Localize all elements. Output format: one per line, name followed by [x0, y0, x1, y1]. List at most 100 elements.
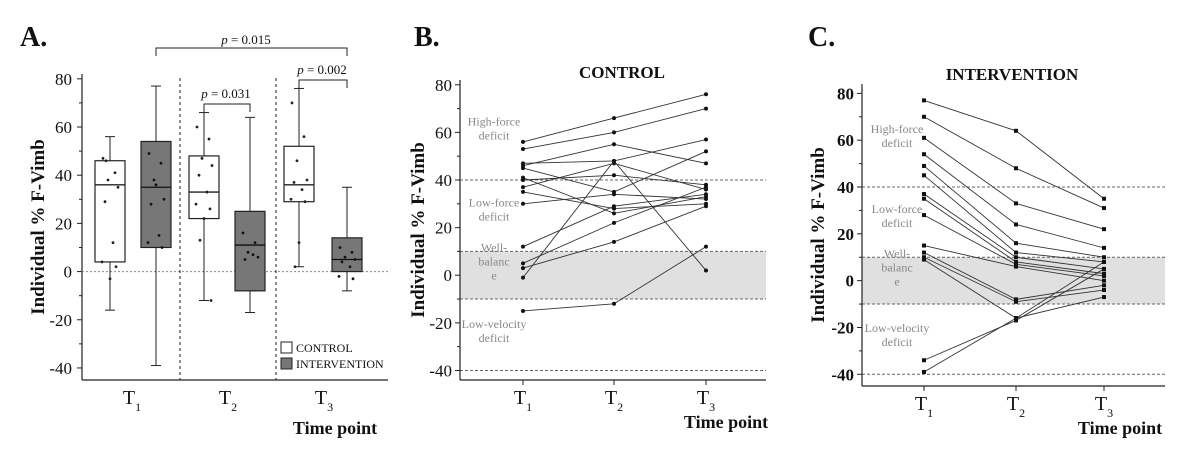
subject-point [922, 114, 926, 119]
subject-point [922, 243, 926, 248]
x-tick-label-b: T1 [514, 387, 532, 414]
subject-point [521, 201, 525, 206]
x-tick-label-b: T3 [697, 387, 715, 414]
box-point [290, 101, 294, 105]
subject-point [612, 192, 616, 197]
zone-label: High-force deficit [468, 114, 521, 142]
legend-label: CONTROL [296, 341, 353, 355]
box-point [295, 159, 299, 163]
subject-point [704, 197, 708, 202]
box-body [283, 145, 315, 203]
subject-point [1014, 259, 1018, 264]
subject-point [1014, 264, 1018, 269]
y-tick-label-a: 40 [55, 166, 72, 185]
subject-point [521, 266, 525, 271]
well-balanced-band [862, 257, 1165, 305]
box-point [256, 255, 260, 259]
subject-point [1014, 262, 1018, 267]
subject-point [612, 220, 616, 225]
subject-point [922, 98, 926, 103]
box-body [188, 155, 220, 220]
subject-point [521, 261, 525, 266]
x-tick-label-c: T3 [1095, 393, 1113, 420]
box-point [337, 274, 341, 278]
subject-point [922, 213, 926, 218]
box-body [140, 140, 172, 249]
subject-point [922, 192, 926, 197]
legend-label: INTERVENTION [296, 357, 384, 371]
y-tick-label-b: 40 [435, 171, 452, 190]
y-axis-title-c: Individual % F-Vimb [808, 147, 829, 323]
subject-point [1102, 283, 1106, 288]
subject-point [521, 189, 525, 194]
box-point [343, 255, 347, 259]
y-tick-label-c: -20 [831, 318, 854, 337]
box-point [157, 234, 161, 237]
subject-point [704, 161, 708, 166]
y-tick-label-b: 0 [444, 266, 453, 285]
subject-point [922, 173, 926, 178]
panel-label-c: C. [808, 22, 835, 53]
zone-label: Low-force deficit [469, 195, 520, 223]
chart-title-c: INTERVENTION [946, 65, 1079, 84]
box-point [340, 260, 344, 264]
subject-line [522, 193, 707, 248]
subject-point [1014, 201, 1018, 206]
subject-point [612, 116, 616, 121]
y-tick-label-a: 20 [55, 214, 72, 233]
y-tick-label-c: 80 [837, 84, 854, 103]
box-point [197, 173, 201, 177]
subject-point [704, 192, 708, 197]
subject-point [521, 178, 525, 182]
significance-label: p = 0.002 [296, 62, 347, 77]
box-point [208, 207, 212, 211]
chart-title-b: CONTROL [579, 63, 665, 82]
significance-label: p = 0.015 [220, 32, 271, 47]
subject-point [1014, 250, 1018, 255]
subject-point [521, 308, 525, 313]
subject-point [612, 204, 616, 209]
subject-point [704, 185, 708, 190]
x-tick-label-a: T2 [219, 387, 237, 414]
box-point [146, 241, 150, 245]
box-point [348, 265, 352, 269]
box-body [94, 160, 126, 263]
x-tick-label-b: T2 [605, 387, 623, 414]
box-point [305, 178, 309, 182]
legend-swatch [280, 357, 293, 370]
box-point [152, 178, 156, 182]
box-point [101, 156, 105, 160]
box-point [162, 197, 166, 201]
subject-point [1014, 128, 1018, 133]
subject-point [704, 244, 708, 249]
box-point [353, 258, 357, 261]
subject-point [1102, 273, 1106, 278]
subject-point [922, 152, 926, 157]
y-tick-label-b: 20 [435, 219, 452, 238]
y-tick-label-c: 40 [837, 178, 854, 197]
subject-point [521, 166, 525, 171]
box-point [210, 164, 214, 167]
box-point [241, 231, 245, 235]
box-point [194, 202, 198, 206]
subject-point [1102, 271, 1106, 276]
box-point [114, 265, 118, 269]
subject-point [612, 173, 616, 178]
box-point [202, 217, 206, 220]
subject-point [922, 163, 926, 168]
x-tick-label-a: T3 [315, 387, 333, 414]
subject-point [1102, 278, 1106, 283]
box-point [350, 250, 354, 254]
box-point [159, 161, 163, 165]
zone-label: High-force deficit [871, 122, 924, 150]
subject-point [922, 250, 926, 255]
subject-point [521, 244, 525, 249]
significance-bracket [298, 79, 348, 88]
subject-point [612, 130, 616, 135]
subject-point [1102, 255, 1106, 260]
box-point [207, 137, 211, 141]
subject-point [704, 149, 708, 154]
box-point [104, 159, 108, 163]
zone-label: Well-balanc e [478, 241, 509, 283]
panel-label-b: B. [414, 22, 440, 53]
